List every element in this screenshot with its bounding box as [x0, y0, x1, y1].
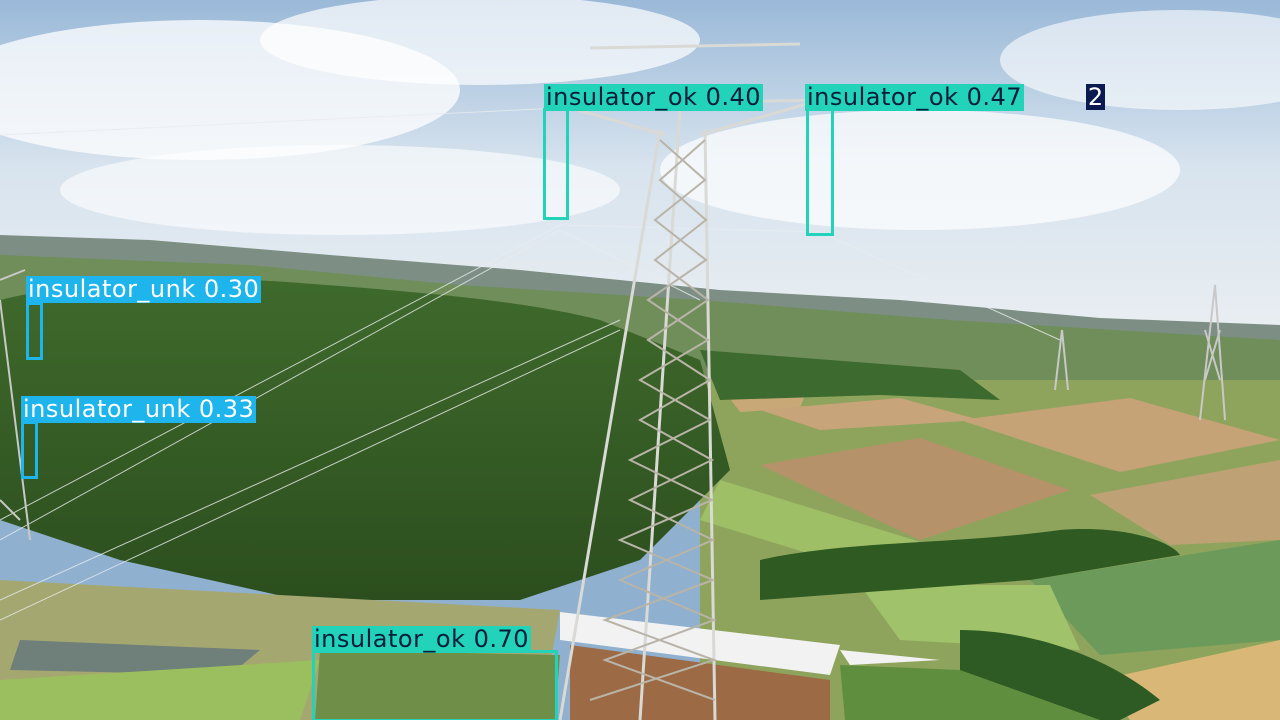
detection-box-insulator-unk	[21, 421, 38, 479]
detection-box-insulator-ok	[806, 108, 834, 236]
overlay-digit: 2	[1086, 83, 1105, 111]
detection-label: insulator_unk 0.30	[26, 275, 262, 303]
detection-label: insulator_ok 0.70	[312, 625, 532, 653]
detection-label: insulator_unk 0.33	[21, 395, 257, 423]
detection-label: insulator_ok 0.47	[805, 83, 1025, 111]
detection-label: insulator_ok 0.40	[544, 83, 764, 111]
detection-box-insulator-ok	[312, 650, 558, 720]
detection-box-insulator-unk	[26, 302, 43, 360]
detection-box-insulator-ok	[543, 108, 569, 220]
